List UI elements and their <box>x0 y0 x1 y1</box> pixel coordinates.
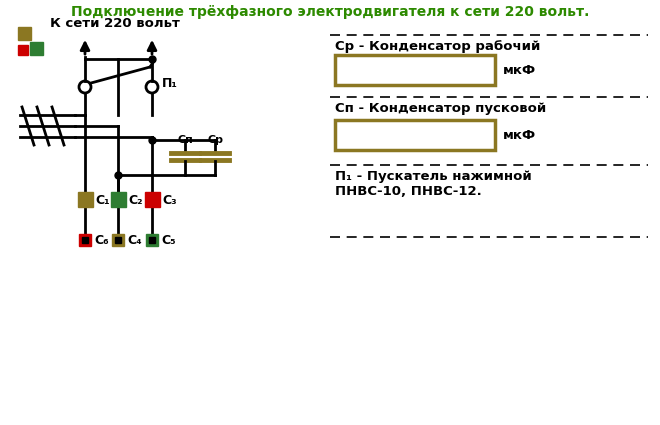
Bar <box>82 237 88 243</box>
Bar <box>335 55 495 85</box>
Bar <box>79 234 91 246</box>
Text: П₁ - Пускатель нажимной
ПНВС-10, ПНВС-12.: П₁ - Пускатель нажимной ПНВС-10, ПНВС-12… <box>335 170 532 198</box>
Bar <box>115 237 121 243</box>
Text: С₁: С₁ <box>95 193 110 207</box>
Bar <box>111 192 126 207</box>
Text: Сп: Сп <box>177 135 193 145</box>
Text: К сети 220 вольт: К сети 220 вольт <box>50 17 180 30</box>
Bar <box>18 45 28 55</box>
Text: С₂: С₂ <box>128 193 143 207</box>
Text: мкФ: мкФ <box>503 63 536 76</box>
Text: Сп - Конденсатор пусковой: Сп - Конденсатор пусковой <box>335 102 546 115</box>
Text: Подключение трёхфазного электродвигателя к сети 220 вольт.: Подключение трёхфазного электродвигателя… <box>71 5 589 19</box>
Bar <box>149 237 155 243</box>
Text: С₆: С₆ <box>94 233 109 246</box>
Bar <box>146 234 158 246</box>
Text: мкФ: мкФ <box>503 128 536 142</box>
Bar <box>145 192 160 207</box>
Bar <box>18 27 31 40</box>
Bar <box>335 120 495 150</box>
Text: С₄: С₄ <box>127 233 142 246</box>
Text: Ср - Конденсатор рабочий: Ср - Конденсатор рабочий <box>335 40 541 53</box>
Text: Ср: Ср <box>207 135 223 145</box>
Text: С₃: С₃ <box>162 193 177 207</box>
Bar <box>112 234 124 246</box>
Text: П₁: П₁ <box>162 76 178 90</box>
Bar <box>30 42 43 55</box>
Bar <box>78 192 93 207</box>
Text: С₅: С₅ <box>161 233 176 246</box>
